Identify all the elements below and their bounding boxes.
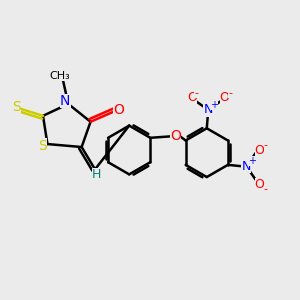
Text: O: O [113, 103, 124, 117]
Text: H: H [92, 168, 101, 181]
Text: -: - [264, 184, 268, 194]
Text: O: O [170, 129, 181, 143]
Text: O: O [255, 143, 265, 157]
Text: S: S [38, 139, 46, 152]
Text: +: + [248, 156, 256, 166]
Text: -: - [229, 88, 232, 98]
Text: O: O [255, 178, 265, 191]
Text: N: N [242, 160, 251, 173]
Text: CH₃: CH₃ [49, 71, 70, 81]
Text: -: - [264, 140, 268, 150]
Text: -: - [194, 88, 198, 98]
Text: O: O [220, 92, 230, 104]
Text: O: O [187, 92, 197, 104]
Text: N: N [204, 103, 213, 116]
Text: N: N [60, 94, 70, 108]
Text: S: S [12, 100, 21, 114]
Text: +: + [210, 100, 218, 110]
